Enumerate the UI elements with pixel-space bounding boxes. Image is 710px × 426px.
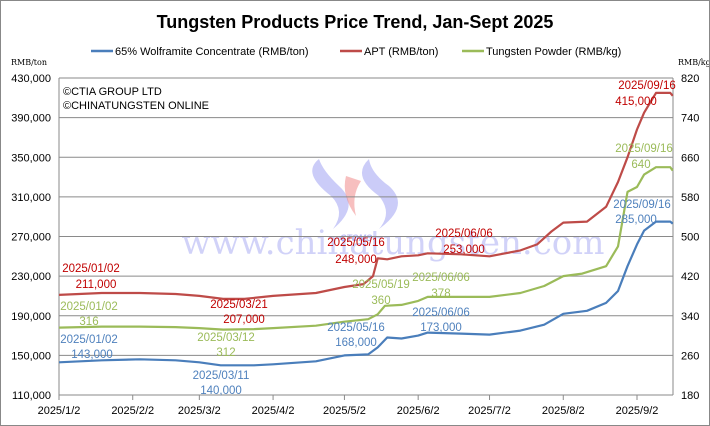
x-tick-label: 2025/1/2 bbox=[38, 405, 81, 417]
left-tick-label: 390,000 bbox=[11, 113, 51, 125]
annotation-value: 285,000 bbox=[615, 214, 657, 226]
annotation-date: 2025/05/16 bbox=[327, 322, 385, 334]
left-tick-label: 350,000 bbox=[11, 152, 51, 164]
annotation-value: 312 bbox=[216, 347, 235, 359]
annotation-value: 640 bbox=[631, 159, 650, 171]
annotation-value: 168,000 bbox=[335, 337, 377, 349]
right-tick-label: 500 bbox=[681, 232, 699, 244]
left-tick-label: 270,000 bbox=[11, 232, 51, 244]
right-tick-label: 340 bbox=[681, 311, 699, 323]
annotation-value: 143,000 bbox=[71, 349, 113, 361]
right-tick-label: 580 bbox=[681, 192, 699, 204]
right-tick-label: 420 bbox=[681, 271, 699, 283]
annotation-date: 2025/09/16 bbox=[618, 80, 676, 92]
legend-label: APT (RMB/ton) bbox=[364, 46, 438, 58]
right-tick-label: 820 bbox=[681, 73, 699, 85]
annotation-date: 2025/09/16 bbox=[615, 143, 673, 155]
left-tick-label: 230,000 bbox=[11, 271, 51, 283]
left-tick-label: 150,000 bbox=[11, 350, 51, 362]
right-tick-label: 740 bbox=[681, 113, 699, 125]
x-tick-label: 2025/8/2 bbox=[542, 405, 585, 417]
chart-title: Tungsten Products Price Trend, Jan-Sept … bbox=[157, 12, 554, 32]
series-line-2 bbox=[58, 166, 674, 331]
left-axis-unit: RMB/ton bbox=[11, 58, 47, 67]
annotation-date: 2025/03/21 bbox=[210, 299, 268, 311]
annotation-value: 360 bbox=[371, 295, 390, 307]
watermark: CTOMS www.chinatungsten.com bbox=[182, 159, 605, 263]
annotation-date: 2025/01/02 bbox=[60, 301, 118, 313]
ctoms-logo-right bbox=[361, 159, 398, 229]
x-tick-label: 2025/5/2 bbox=[323, 405, 366, 417]
right-axis-unit: RMB/kg bbox=[678, 58, 709, 67]
annotation-date: 2025/09/16 bbox=[613, 199, 671, 211]
annotation-value: 211,000 bbox=[76, 279, 117, 291]
annotation-date: 2025/06/06 bbox=[412, 272, 470, 284]
copyright-line-1: ©CTIA GROUP LTD bbox=[63, 86, 162, 98]
x-tick-label: 2025/2/2 bbox=[111, 405, 154, 417]
legend-label: 65% Wolframite Concentrate (RMB/ton) bbox=[115, 46, 309, 58]
series-line-1 bbox=[58, 91, 674, 300]
annotation-value: 316 bbox=[79, 316, 98, 328]
annotation-value: 173,000 bbox=[420, 322, 462, 334]
ctoms-logo-left bbox=[312, 159, 349, 229]
left-tick-label: 190,000 bbox=[11, 311, 51, 323]
annotation-value: 253,000 bbox=[443, 244, 485, 256]
ctoms-logo-center bbox=[344, 176, 361, 216]
annotation-value: 248,000 bbox=[335, 254, 377, 266]
right-tick-label: 180 bbox=[681, 390, 699, 402]
annotation-date: 2025/03/12 bbox=[197, 332, 255, 344]
annotation-value: 207,000 bbox=[223, 314, 265, 326]
annotation-value: 378 bbox=[431, 288, 450, 300]
annotation-value: 415,000 bbox=[615, 96, 657, 108]
left-tick-label: 110,000 bbox=[12, 390, 51, 402]
series-line-0 bbox=[58, 220, 674, 367]
watermark-text: www.chinatungsten.com bbox=[182, 223, 605, 263]
annotation-date: 2025/01/02 bbox=[62, 263, 120, 275]
annotation-value: 140,000 bbox=[200, 385, 242, 397]
annotation-date: 2025/03/11 bbox=[193, 370, 250, 382]
annotation-date: 2025/01/02 bbox=[60, 334, 118, 346]
left-tick-label: 430,000 bbox=[11, 73, 51, 85]
x-tick-label: 2025/9/2 bbox=[616, 405, 659, 417]
legend-label: Tungsten Powder (RMB/kg) bbox=[486, 46, 621, 58]
copyright-line-2: ©CHINATUNGSTEN ONLINE bbox=[63, 100, 209, 112]
x-tick-label: 2025/6/2 bbox=[397, 405, 440, 417]
legend: 65% Wolframite Concentrate (RMB/ton) APT … bbox=[91, 46, 621, 58]
right-tick-label: 260 bbox=[681, 350, 699, 362]
annotation-date: 2025/06/06 bbox=[435, 228, 493, 240]
x-tick-label: 2025/3/2 bbox=[178, 405, 221, 417]
ctoms-logo-text: CTOMS bbox=[340, 233, 372, 243]
left-tick-label: 310,000 bbox=[11, 192, 51, 204]
x-tick-label: 2025/4/2 bbox=[252, 405, 295, 417]
right-tick-label: 660 bbox=[681, 152, 699, 164]
annotation-date: 2025/05/16 bbox=[327, 237, 385, 249]
annotation-date: 2025/06/06 bbox=[412, 307, 470, 319]
x-tick-label: 2025/7/2 bbox=[468, 405, 511, 417]
annotation-date: 2025/05/19 bbox=[352, 279, 410, 291]
